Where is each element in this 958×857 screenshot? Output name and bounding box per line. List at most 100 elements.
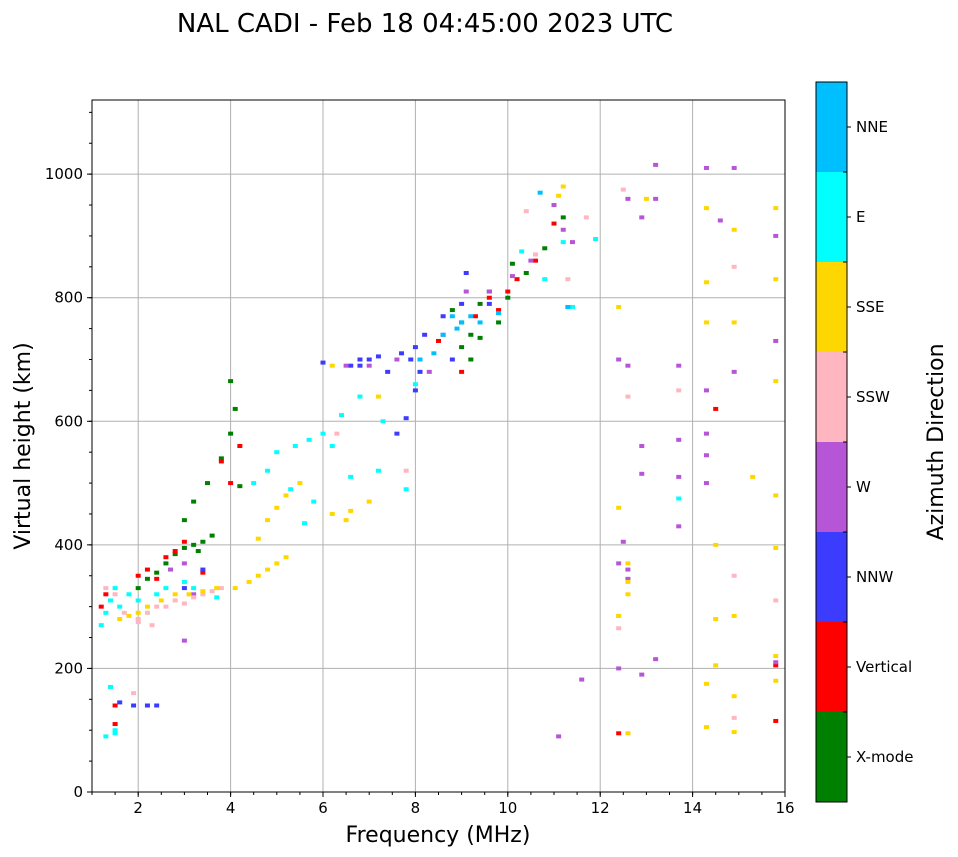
data-point [653,657,659,662]
data-point [154,592,160,597]
data-point [653,196,659,201]
data-point [168,567,174,572]
data-point [773,233,779,238]
series-w [168,162,779,739]
data-point [103,734,109,739]
data-point [620,539,626,544]
data-point [103,610,109,615]
data-point [676,474,682,479]
data-point [731,369,737,374]
data-point [731,165,737,170]
data-point [703,681,709,686]
data-point [144,576,150,581]
data-point [773,338,779,343]
data-point [468,314,474,319]
data-point [703,206,709,211]
data-point [713,406,719,411]
data-point [703,481,709,486]
data-point [320,360,326,365]
data-point [154,576,160,581]
data-point [565,277,571,282]
data-point [154,570,160,575]
data-point [676,524,682,529]
data-point [283,493,289,498]
data-point [366,357,372,362]
series-nnw [117,271,492,708]
data-point [625,576,631,581]
data-point [311,499,317,504]
data-point [412,388,418,393]
data-point [454,326,460,331]
data-point [343,363,349,368]
data-point [394,357,400,362]
data-point [144,703,150,708]
data-point [408,357,414,362]
data-point [135,586,141,591]
data-marks [98,162,779,739]
chart-title: NAL CADI - Feb 18 04:45:00 2023 UTC [177,9,673,39]
data-point [472,314,478,319]
data-point [135,617,141,621]
data-point [459,345,465,350]
data-point [459,369,465,374]
colorbar-tick-label: SSW [856,388,890,406]
data-point [117,700,123,705]
data-point [218,459,224,464]
data-point [676,363,682,368]
data-point [773,493,779,498]
data-point [209,589,215,594]
colorbar-tick-label: NNW [856,568,893,586]
data-point [440,314,446,319]
colorbar-frame [815,81,848,803]
y-tick-label: 1000 [45,165,83,183]
data-point [375,354,381,359]
data-point [639,444,645,448]
data-point [181,518,187,523]
data-point [181,561,187,566]
y-tick-label: 0 [73,783,83,801]
data-point [306,437,312,442]
data-point [773,598,779,603]
data-point [135,598,141,603]
data-point [135,620,141,625]
data-point [112,592,118,597]
data-point [163,604,169,609]
data-point [172,592,178,597]
data-point [200,570,206,575]
data-point [773,663,779,668]
data-point [205,481,210,486]
data-point [135,573,141,578]
data-point [468,332,474,337]
data-point [274,505,280,510]
data-point [154,604,160,609]
data-point [394,431,400,436]
series-sse [117,184,779,736]
data-point [135,610,141,615]
data-point [773,277,779,282]
data-point [449,357,455,362]
data-point [486,295,492,300]
colorbar-segment [816,172,847,262]
data-point [117,604,123,609]
data-point [676,496,682,501]
data-point [412,382,418,387]
x-tick-label: 6 [318,799,328,817]
data-point [514,277,520,282]
data-point [126,613,132,618]
y-axis-ticks: 0 200 400 600 800 1000 [45,111,92,801]
data-point [477,320,483,325]
data-point [625,394,631,399]
data-point [338,413,344,418]
colorbar-tick-label: Vertical [856,658,912,676]
colorbar: X-mode Vertical NNW W SSW SSE E NNE [815,81,913,803]
data-point [112,728,118,733]
data-point [569,240,575,245]
data-point [616,626,622,631]
data-point [459,320,465,325]
data-point [486,289,492,294]
x-tick-label: 10 [498,799,517,817]
data-point [200,539,206,544]
data-point [112,586,118,591]
data-point [449,308,455,313]
series-e [98,237,682,739]
